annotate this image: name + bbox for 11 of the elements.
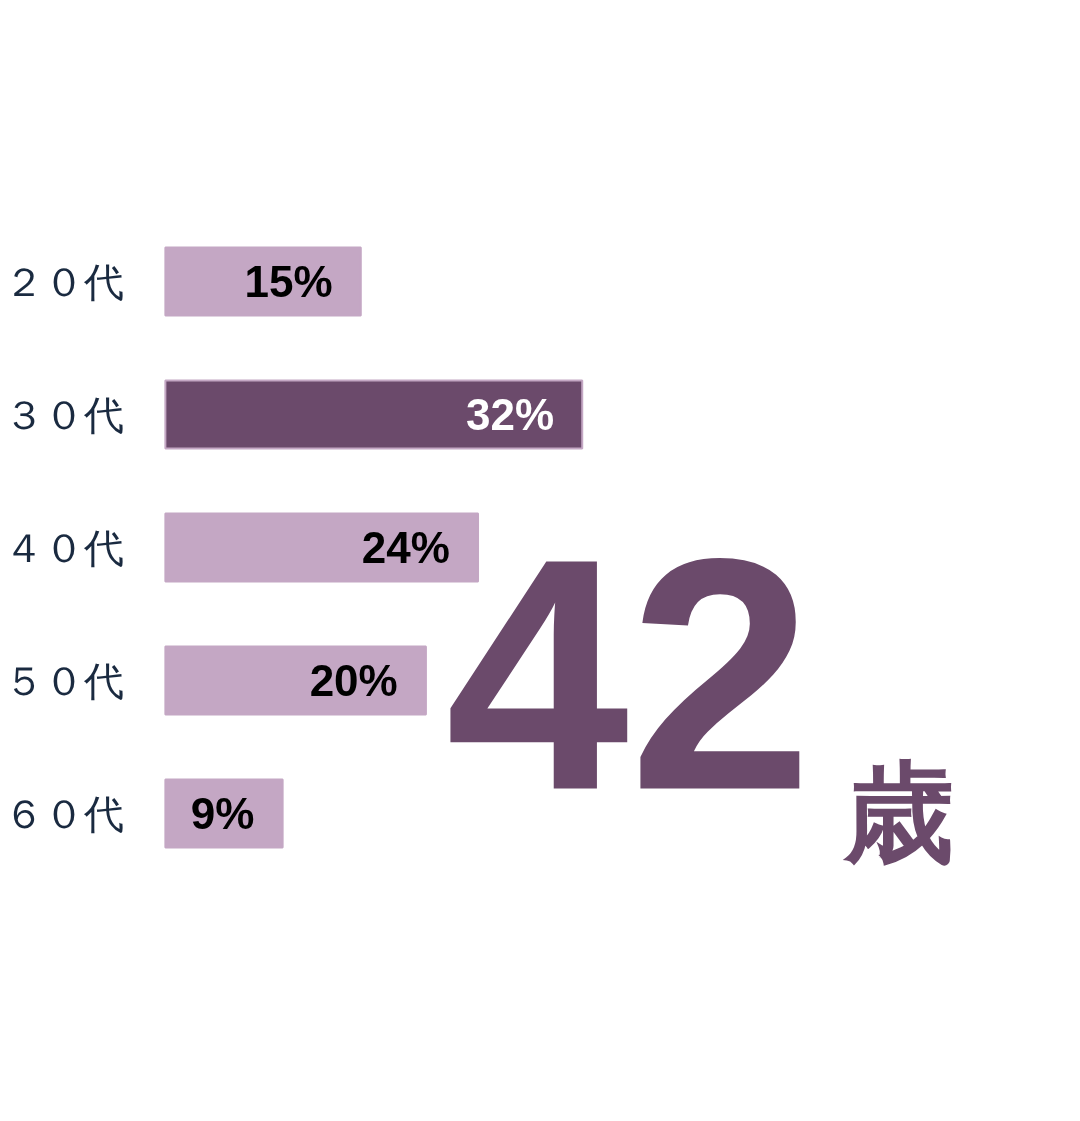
bar	[164, 379, 584, 450]
data-label: 20%	[309, 656, 398, 705]
bar	[164, 645, 427, 716]
data-label: 15%	[244, 257, 333, 306]
data-label: 9%	[190, 789, 255, 838]
y-tick-label: ３０代	[3, 391, 124, 438]
data-label: 32%	[465, 390, 555, 439]
y-tick-label: ２０代	[3, 258, 124, 305]
y-tick-label: ６０代	[3, 790, 124, 837]
y-tick-label: ４０代	[3, 524, 124, 571]
y-tick-label: ５０代	[3, 657, 124, 704]
